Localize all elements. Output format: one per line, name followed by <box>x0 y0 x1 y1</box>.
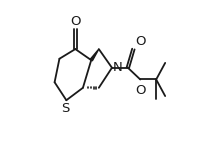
Text: O: O <box>135 35 145 48</box>
Text: O: O <box>70 15 81 28</box>
Text: S: S <box>61 102 70 115</box>
Text: N: N <box>113 60 122 74</box>
Text: O: O <box>136 84 146 97</box>
Polygon shape <box>90 49 99 61</box>
